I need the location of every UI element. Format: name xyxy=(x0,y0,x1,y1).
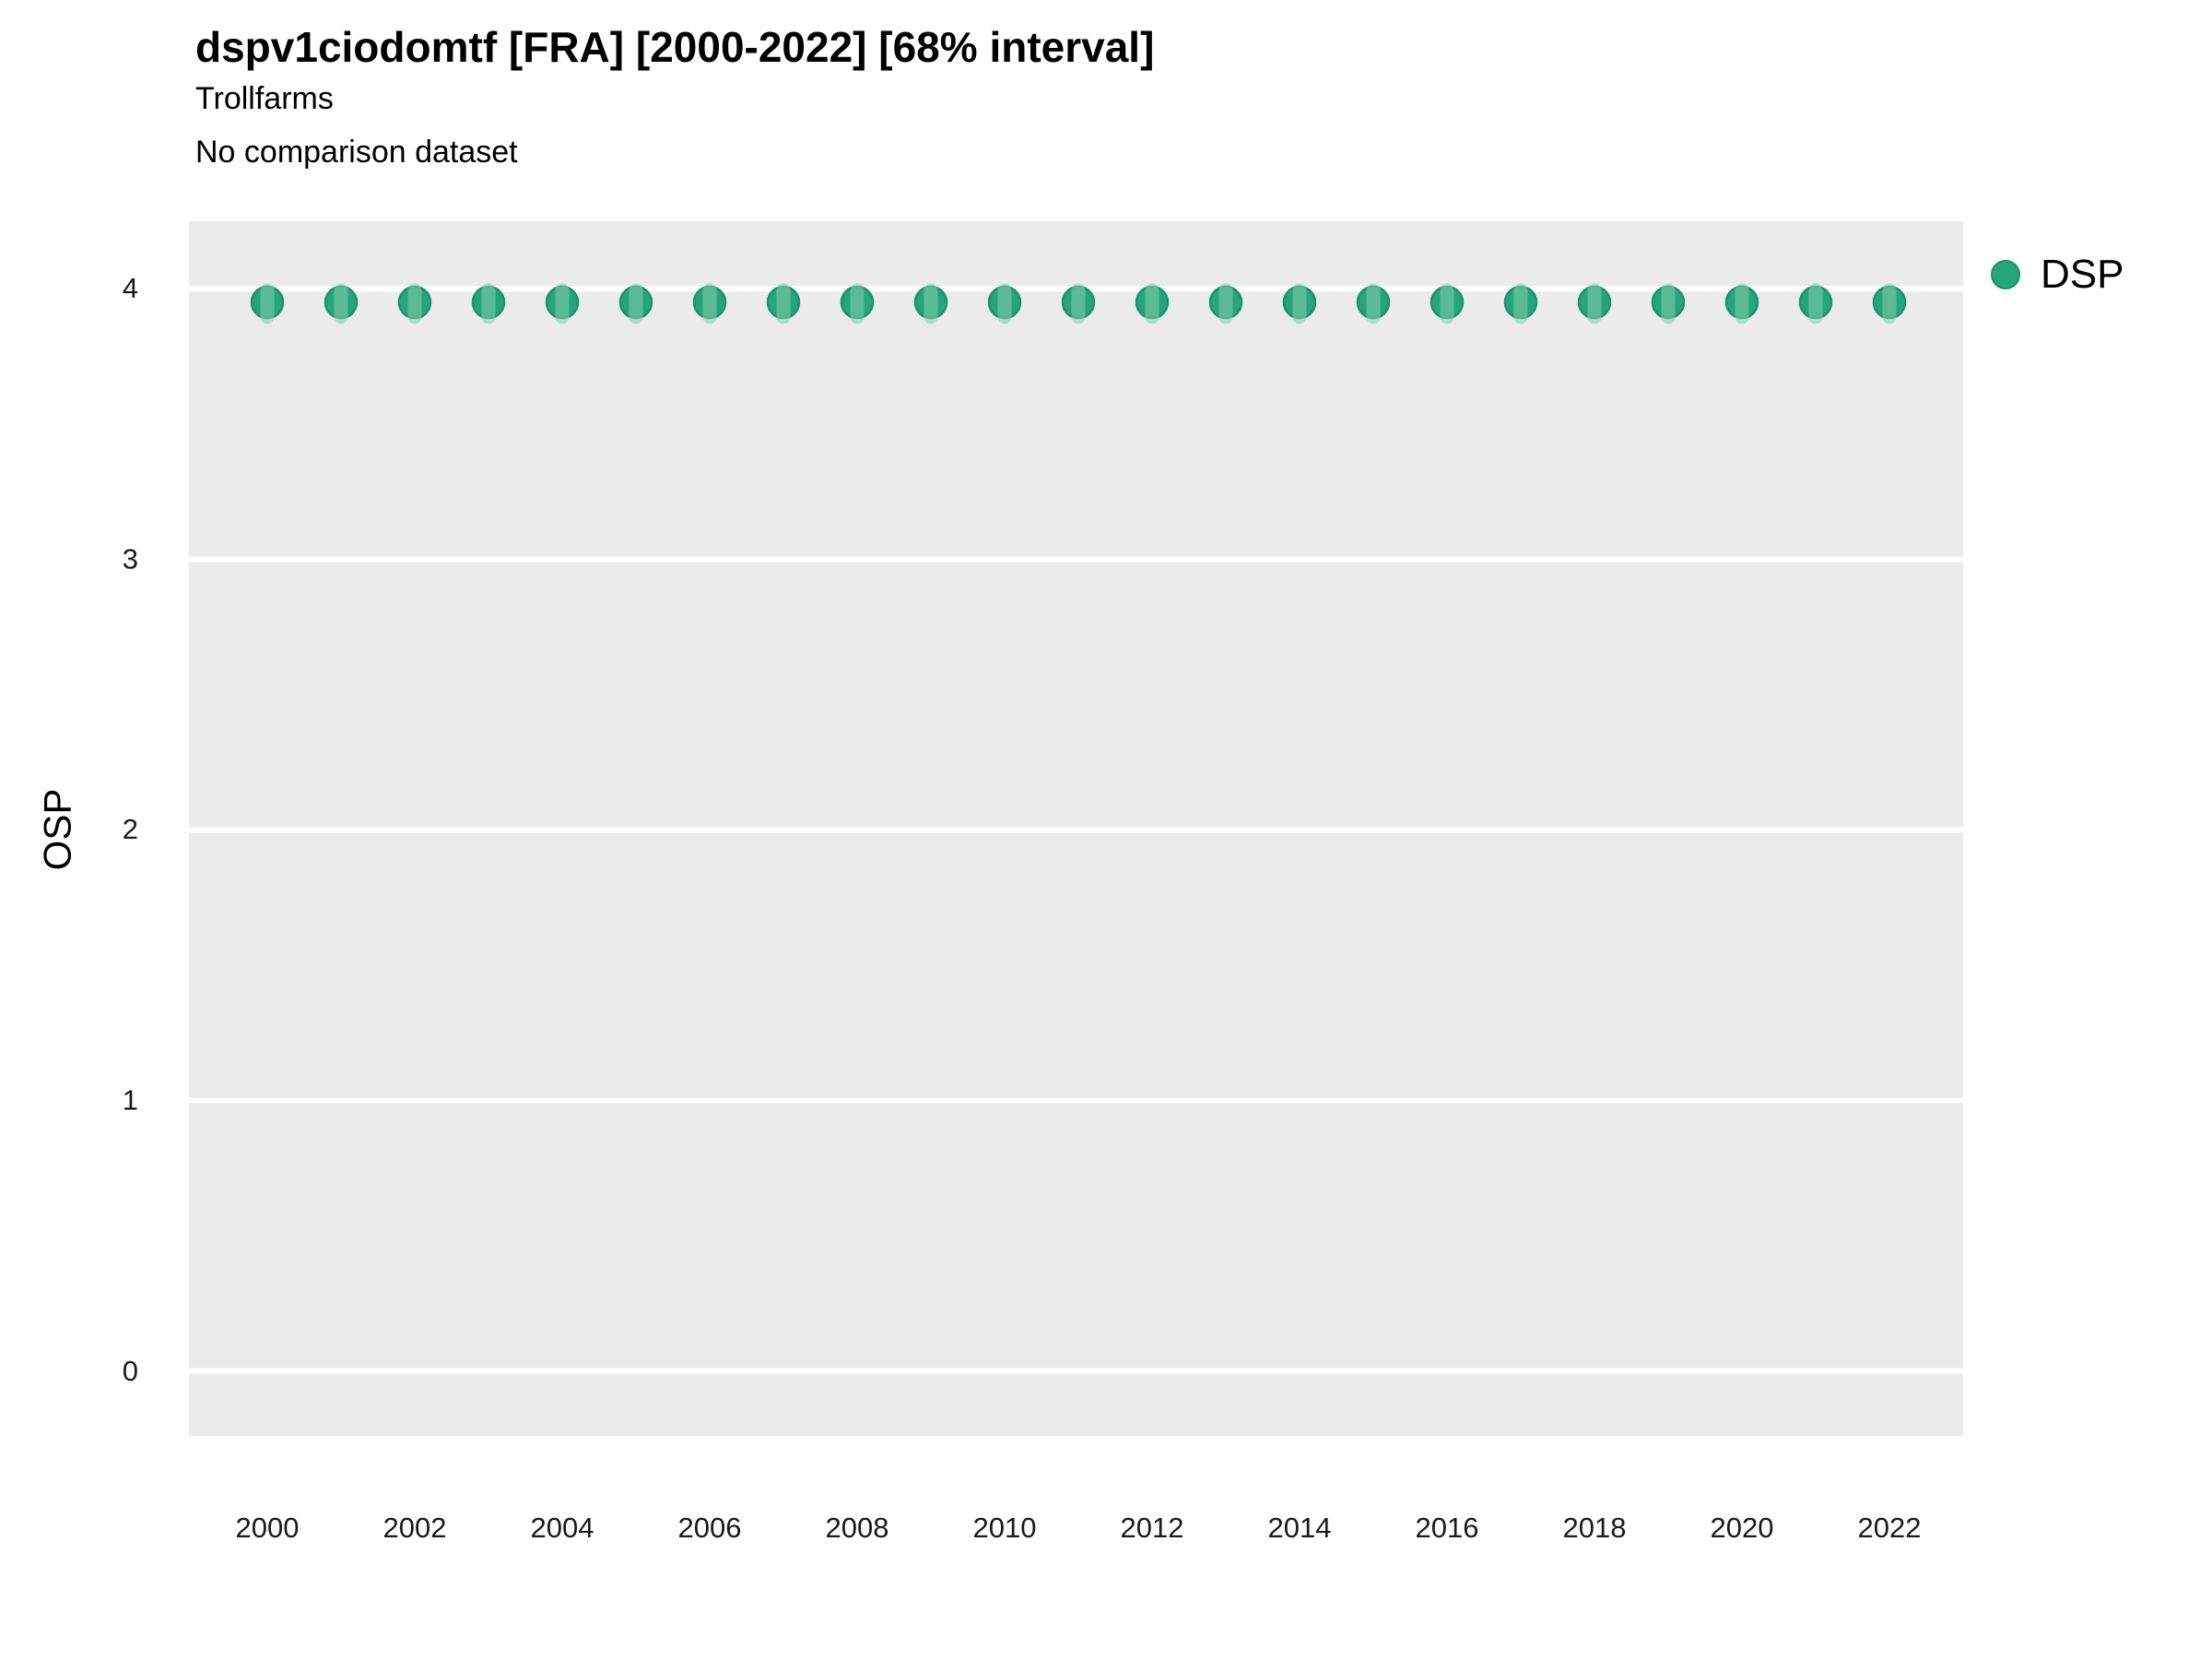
y-tick-label: 4 xyxy=(122,272,138,305)
interval-bar xyxy=(1440,283,1454,324)
gridline xyxy=(189,1098,1963,1104)
interval-bar xyxy=(702,283,717,324)
x-tick-label: 2012 xyxy=(1120,1512,1184,1544)
interval-bar xyxy=(1513,283,1528,324)
y-tick-label: 1 xyxy=(122,1084,138,1116)
interval-bar xyxy=(1882,283,1897,324)
x-tick-label: 2006 xyxy=(677,1512,742,1544)
interval-bar xyxy=(1661,283,1676,324)
x-tick-label: 2018 xyxy=(1562,1512,1627,1544)
interval-bar xyxy=(1587,283,1602,324)
x-tick-label: 2014 xyxy=(1267,1512,1332,1544)
interval-bar xyxy=(1071,283,1086,324)
x-tick-label: 2020 xyxy=(1710,1512,1774,1544)
chart-title: dspv1ciodomtf [FRA] [2000-2022] [68% int… xyxy=(195,23,1155,71)
y-tick-label: 2 xyxy=(122,813,138,846)
x-tick-label: 2010 xyxy=(972,1512,1037,1544)
chart-note: No comparison dataset xyxy=(195,135,518,170)
interval-bar xyxy=(1145,283,1159,324)
gridline xyxy=(189,827,1963,833)
interval-bar xyxy=(924,283,938,324)
interval-bar xyxy=(1218,283,1233,324)
x-tick-label: 2000 xyxy=(235,1512,300,1544)
legend-point-icon xyxy=(1991,260,2020,289)
interval-bar xyxy=(260,283,275,324)
interval-bar xyxy=(629,283,643,324)
y-tick-label: 3 xyxy=(122,542,138,575)
interval-bar xyxy=(1735,283,1749,324)
legend: DSP xyxy=(1987,251,2124,299)
interval-bar xyxy=(997,283,1012,324)
interval-bar xyxy=(407,283,422,324)
gridline xyxy=(189,1368,1963,1374)
chart-subtitle: Trollfarms xyxy=(195,81,334,116)
x-tick-label: 2022 xyxy=(1857,1512,1922,1544)
x-tick-label: 2004 xyxy=(530,1512,594,1544)
interval-bar xyxy=(555,283,570,324)
interval-bar xyxy=(1292,283,1307,324)
interval-bar xyxy=(334,283,348,324)
plot-panel xyxy=(189,221,1963,1436)
legend-label: DSP xyxy=(2041,252,2124,297)
gridline xyxy=(189,556,1963,562)
x-tick-label: 2016 xyxy=(1415,1512,1479,1544)
interval-bar xyxy=(850,283,865,324)
interval-bar xyxy=(776,283,791,324)
x-tick-label: 2008 xyxy=(825,1512,889,1544)
y-tick-label: 0 xyxy=(122,1354,138,1387)
interval-bar xyxy=(1808,283,1823,324)
interval-bar xyxy=(1366,283,1381,324)
interval-bar xyxy=(481,283,496,324)
scatter-plot xyxy=(189,283,1963,1374)
x-tick-label: 2002 xyxy=(382,1512,447,1544)
